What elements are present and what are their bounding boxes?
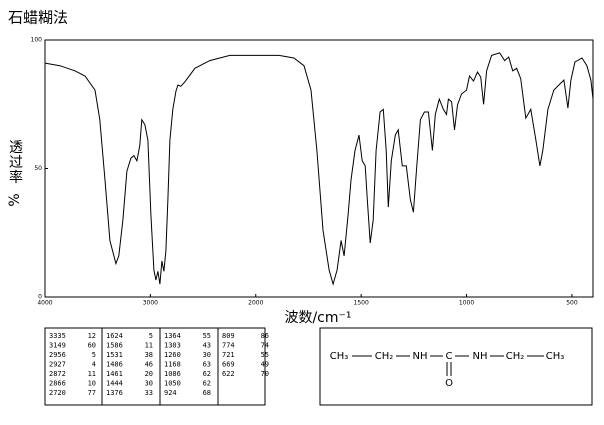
peak-transmittance: 43 bbox=[203, 342, 211, 350]
peak-wavenumber: 2720 bbox=[49, 389, 66, 397]
peak-transmittance: 55 bbox=[261, 351, 269, 359]
peak-wavenumber: 1050 bbox=[164, 380, 181, 388]
peak-wavenumber: 774 bbox=[222, 342, 235, 350]
peak-transmittance: 74 bbox=[261, 342, 269, 350]
peak-wavenumber: 1168 bbox=[164, 361, 181, 369]
x-tick-label: 1000 bbox=[459, 300, 474, 307]
structure-group: C bbox=[446, 351, 453, 362]
peak-transmittance: 62 bbox=[203, 380, 211, 388]
peak-transmittance: 11 bbox=[88, 370, 96, 378]
peak-wavenumber: 622 bbox=[222, 370, 235, 378]
peak-wavenumber: 1461 bbox=[106, 370, 123, 378]
peak-transmittance: 62 bbox=[203, 370, 211, 378]
x-tick-label: 1500 bbox=[354, 300, 369, 307]
chart-title: 石蜡糊法 bbox=[8, 9, 68, 27]
structure-group: CH₂ bbox=[506, 351, 525, 362]
peak-wavenumber: 1486 bbox=[106, 361, 123, 369]
structure-frame bbox=[319, 327, 593, 406]
x-tick-label: 4000 bbox=[37, 300, 52, 307]
peak-wavenumber: 2866 bbox=[49, 380, 66, 388]
peak-wavenumber: 669 bbox=[222, 361, 235, 369]
peak-transmittance: 30 bbox=[203, 351, 211, 359]
peak-wavenumber: 2927 bbox=[49, 361, 66, 369]
x-tick-label: 2000 bbox=[248, 300, 263, 307]
peak-wavenumber: 1624 bbox=[106, 332, 123, 340]
peak-wavenumber: 1444 bbox=[106, 380, 123, 388]
peak-transmittance: 12 bbox=[88, 332, 96, 340]
structure-group: CH₃ bbox=[546, 351, 565, 362]
peak-transmittance: 10 bbox=[88, 380, 96, 388]
peak-wavenumber: 1586 bbox=[106, 342, 123, 350]
peak-transmittance: 70 bbox=[261, 370, 269, 378]
peak-wavenumber: 809 bbox=[222, 332, 235, 340]
peak-wavenumber: 1260 bbox=[164, 351, 181, 359]
peak-transmittance: 11 bbox=[145, 342, 153, 350]
structure bbox=[352, 355, 544, 376]
y-tick-label: 100 bbox=[31, 37, 43, 44]
x-tick-label: 500 bbox=[566, 300, 578, 307]
peak-transmittance: 63 bbox=[203, 361, 211, 369]
x-axis-label: 波数/cm⁻¹ bbox=[284, 310, 351, 326]
y-tick-label: 0 bbox=[38, 294, 42, 301]
peak-transmittance: 46 bbox=[145, 361, 153, 369]
peak-wavenumber: 3149 bbox=[49, 342, 66, 350]
peak-wavenumber: 2956 bbox=[49, 351, 66, 359]
peak-wavenumber: 1376 bbox=[106, 389, 123, 397]
peak-transmittance: 5 bbox=[149, 332, 153, 340]
peak-wavenumber: 1086 bbox=[164, 370, 181, 378]
peak-transmittance: 5 bbox=[92, 351, 96, 359]
peak-transmittance: 55 bbox=[203, 332, 211, 340]
peak-wavenumber: 721 bbox=[222, 351, 235, 359]
structure-group: NH bbox=[473, 351, 488, 362]
y-tick-label: 50 bbox=[34, 165, 42, 172]
peak-wavenumber: 3335 bbox=[49, 332, 66, 340]
structure-oxygen: O bbox=[445, 378, 453, 389]
peak-wavenumber: 1303 bbox=[164, 342, 181, 350]
structure-group: NH bbox=[413, 351, 428, 362]
peak-transmittance: 4 bbox=[92, 361, 96, 369]
peak-wavenumber: 1531 bbox=[106, 351, 123, 359]
peak-transmittance: 68 bbox=[203, 389, 211, 397]
structure-group: CH₂ bbox=[375, 351, 394, 362]
peak-table-frame bbox=[44, 327, 266, 406]
peak-transmittance: 33 bbox=[145, 389, 153, 397]
structure-group: CH₃ bbox=[330, 351, 349, 362]
peak-wavenumber: 1364 bbox=[164, 332, 181, 340]
peak-transmittance: 49 bbox=[261, 361, 269, 369]
y-axis-unit: % bbox=[7, 193, 23, 206]
peak-transmittance: 20 bbox=[145, 370, 153, 378]
y-axis-label: 透过率 bbox=[7, 140, 23, 185]
peak-transmittance: 86 bbox=[261, 332, 269, 340]
peak-wavenumber: 2872 bbox=[49, 370, 66, 378]
spectrum-line bbox=[44, 52, 594, 286]
peak-transmittance: 60 bbox=[88, 342, 96, 350]
peak-transmittance: 30 bbox=[145, 380, 153, 388]
peak-wavenumber: 924 bbox=[164, 389, 177, 397]
peak-transmittance: 38 bbox=[145, 351, 153, 359]
peak-transmittance: 77 bbox=[88, 389, 96, 397]
x-tick-label: 3000 bbox=[143, 300, 158, 307]
